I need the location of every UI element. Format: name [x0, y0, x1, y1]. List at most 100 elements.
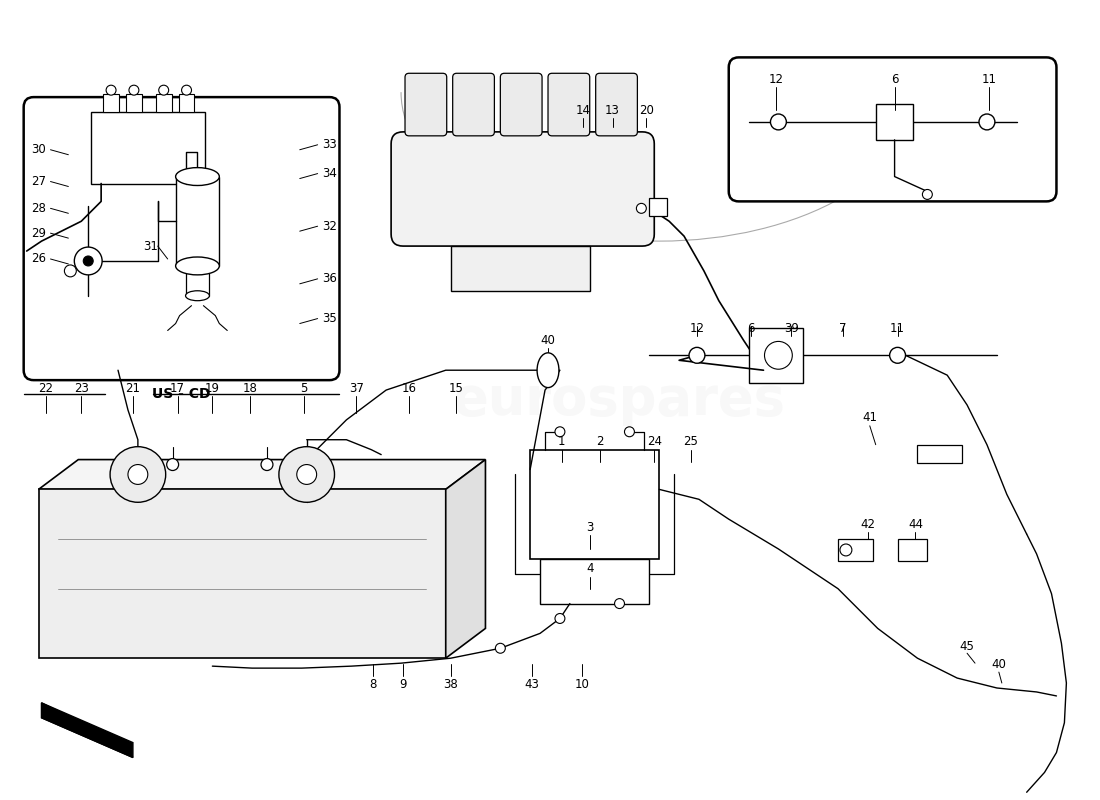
Circle shape: [764, 342, 792, 370]
Text: 1: 1: [558, 435, 565, 448]
Bar: [838, 539, 872, 561]
Text: 19: 19: [205, 382, 220, 394]
Ellipse shape: [186, 290, 209, 301]
Ellipse shape: [176, 257, 219, 275]
Text: 7: 7: [839, 322, 847, 335]
Circle shape: [556, 614, 565, 623]
Bar: [530, 450, 659, 559]
Circle shape: [556, 427, 565, 437]
Circle shape: [129, 86, 139, 95]
Text: 27: 27: [31, 175, 46, 188]
Text: 25: 25: [683, 435, 698, 448]
Circle shape: [261, 458, 273, 470]
Circle shape: [689, 347, 705, 363]
Text: 28: 28: [31, 202, 46, 215]
Bar: [126, 94, 142, 112]
Bar: [876, 104, 913, 140]
Circle shape: [770, 114, 786, 130]
Text: 32: 32: [322, 220, 337, 233]
Polygon shape: [39, 490, 446, 658]
Circle shape: [615, 598, 625, 609]
Text: 34: 34: [322, 167, 337, 180]
Text: 11: 11: [981, 73, 997, 86]
Circle shape: [106, 86, 116, 95]
Text: 13: 13: [605, 103, 620, 117]
Text: eurospares: eurospares: [453, 374, 786, 426]
FancyBboxPatch shape: [392, 132, 654, 246]
Circle shape: [625, 427, 635, 437]
Text: 35: 35: [322, 312, 337, 325]
Circle shape: [890, 347, 905, 363]
Circle shape: [637, 203, 647, 214]
Text: 31: 31: [143, 239, 158, 253]
Circle shape: [182, 86, 191, 95]
Circle shape: [84, 256, 94, 266]
Text: 29: 29: [31, 226, 46, 240]
Text: 18: 18: [243, 382, 257, 394]
Bar: [176, 177, 219, 266]
Circle shape: [979, 114, 994, 130]
Bar: [178, 94, 195, 112]
Text: 30: 30: [31, 143, 46, 156]
Text: 45: 45: [959, 640, 975, 653]
Bar: [156, 94, 172, 112]
Circle shape: [128, 465, 147, 485]
Text: 16: 16: [402, 382, 417, 394]
Text: 40: 40: [991, 658, 1006, 670]
Text: 17: 17: [170, 382, 185, 394]
Text: 22: 22: [39, 382, 53, 394]
FancyBboxPatch shape: [24, 97, 340, 380]
Bar: [186, 266, 209, 296]
Text: 24: 24: [647, 435, 662, 448]
Text: 37: 37: [349, 382, 364, 394]
Text: 33: 33: [322, 138, 337, 151]
Text: 15: 15: [448, 382, 463, 394]
Bar: [451, 246, 590, 290]
Text: 44: 44: [908, 518, 923, 530]
Text: 39: 39: [784, 322, 799, 335]
Circle shape: [167, 458, 178, 470]
Circle shape: [279, 446, 334, 502]
Bar: [917, 445, 962, 462]
Text: 4: 4: [586, 562, 594, 575]
Polygon shape: [42, 703, 133, 758]
FancyBboxPatch shape: [728, 58, 1056, 202]
Bar: [898, 539, 927, 561]
Text: 3: 3: [586, 521, 593, 534]
Circle shape: [65, 265, 76, 277]
Circle shape: [923, 190, 933, 199]
Text: 11: 11: [890, 322, 905, 335]
Text: 36: 36: [322, 272, 337, 286]
Text: 40: 40: [540, 334, 556, 347]
Circle shape: [110, 446, 166, 502]
Text: 2: 2: [596, 435, 604, 448]
Text: 5: 5: [300, 382, 307, 394]
Circle shape: [495, 643, 505, 654]
Text: 12: 12: [769, 73, 784, 86]
Bar: [103, 94, 119, 112]
Text: 21: 21: [125, 382, 141, 394]
Text: 14: 14: [575, 103, 591, 117]
Text: eurospares: eurospares: [56, 533, 388, 585]
Polygon shape: [446, 459, 485, 658]
FancyBboxPatch shape: [596, 74, 637, 136]
Text: 9: 9: [399, 678, 407, 690]
Circle shape: [158, 86, 168, 95]
Polygon shape: [42, 703, 133, 758]
Bar: [540, 559, 649, 603]
Ellipse shape: [176, 168, 219, 186]
Text: 23: 23: [74, 382, 89, 394]
FancyBboxPatch shape: [405, 74, 447, 136]
Bar: [749, 327, 803, 383]
Bar: [649, 198, 668, 216]
FancyBboxPatch shape: [548, 74, 590, 136]
Circle shape: [297, 465, 317, 485]
Text: 26: 26: [31, 253, 46, 266]
Ellipse shape: [537, 353, 559, 387]
FancyBboxPatch shape: [500, 74, 542, 136]
Text: 6: 6: [747, 322, 755, 335]
Text: 20: 20: [639, 103, 653, 117]
Text: US - CD: US - CD: [152, 387, 211, 401]
Text: 43: 43: [525, 678, 540, 690]
Text: 38: 38: [443, 678, 458, 690]
